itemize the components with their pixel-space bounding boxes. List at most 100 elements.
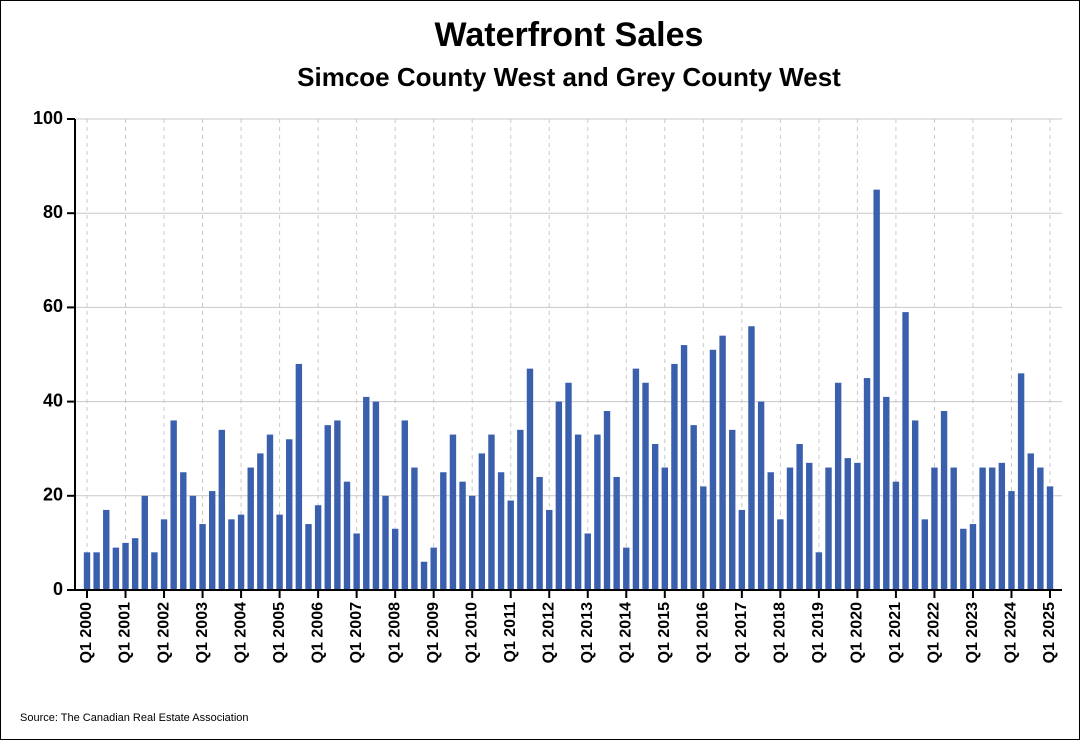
bar <box>632 368 640 590</box>
bar <box>892 481 900 590</box>
bar <box>189 495 197 590</box>
x-tick-label: Q1 2020 <box>849 602 866 663</box>
bar <box>565 382 572 590</box>
x-tick-label: Q1 2023 <box>964 602 981 663</box>
x-tick-label: Q1 2005 <box>271 602 288 663</box>
x-tick-label: Q1 2008 <box>386 602 403 663</box>
bar <box>979 467 986 590</box>
bar <box>141 495 148 590</box>
bar <box>642 382 649 590</box>
bar <box>1046 486 1054 590</box>
bar <box>228 519 235 590</box>
bar <box>247 467 254 590</box>
bar <box>709 349 717 590</box>
bar <box>83 552 91 590</box>
bar <box>391 528 399 590</box>
x-tick-label: Q1 2015 <box>656 602 673 663</box>
x-tick-label: Q1 2009 <box>425 602 442 663</box>
bar <box>786 467 794 590</box>
bar <box>825 467 832 590</box>
bar <box>998 462 1006 590</box>
bar <box>613 476 620 590</box>
x-tick-label: Q1 2021 <box>887 602 904 663</box>
bar <box>680 345 688 590</box>
x-tick-label: Q1 2016 <box>695 602 712 663</box>
bar <box>160 519 168 590</box>
bar <box>950 467 957 590</box>
bar <box>266 434 274 590</box>
bar <box>151 552 158 590</box>
y-tick-label: 40 <box>43 390 63 410</box>
bar <box>382 495 389 590</box>
y-tick-label: 100 <box>33 108 63 128</box>
bar <box>497 472 505 590</box>
bar <box>546 509 553 590</box>
bar <box>324 425 331 590</box>
bar <box>208 491 216 590</box>
bar <box>815 552 823 590</box>
x-tick-label: Q1 2003 <box>194 602 211 663</box>
bar <box>180 472 187 590</box>
bar <box>854 462 861 590</box>
y-tick-label: 80 <box>43 202 63 222</box>
bar <box>314 505 322 590</box>
bar <box>806 462 813 590</box>
bar <box>488 434 495 590</box>
x-tick-label: Q1 2011 <box>502 602 519 663</box>
y-tick-label: 20 <box>43 485 63 505</box>
x-tick-label: Q1 2004 <box>232 602 249 663</box>
bar <box>834 382 842 590</box>
x-tick-label: Q1 2018 <box>772 602 789 663</box>
x-tick-label: Q1 2022 <box>926 602 943 663</box>
bar <box>902 312 909 590</box>
bar <box>757 401 765 590</box>
bar <box>700 486 707 590</box>
x-tick-label: Q1 2000 <box>78 602 95 663</box>
bar <box>796 443 803 590</box>
bar <box>295 363 303 590</box>
bar <box>440 472 447 590</box>
bar <box>651 443 659 590</box>
bar <box>777 519 784 590</box>
bar <box>93 552 100 590</box>
bar <box>969 524 977 590</box>
bar <box>661 467 668 590</box>
bar <box>469 495 476 590</box>
chart-title: Waterfront Sales <box>435 16 704 54</box>
bar <box>199 524 206 590</box>
bar <box>863 378 871 590</box>
bar <box>1017 373 1025 590</box>
bar <box>1037 467 1044 590</box>
bar <box>237 514 245 590</box>
x-tick-label: Q1 2019 <box>810 602 827 663</box>
bar <box>459 481 466 590</box>
bar <box>719 335 726 590</box>
bar <box>873 189 880 590</box>
bar <box>343 481 351 590</box>
bar <box>555 401 563 590</box>
y-tick-label: 0 <box>53 579 63 599</box>
bar <box>449 434 457 590</box>
bar <box>363 396 370 590</box>
bar <box>526 368 534 590</box>
x-tick-label: Q1 2010 <box>463 602 480 663</box>
x-tick-label: Q1 2013 <box>579 602 596 663</box>
chart-subtitle: Simcoe County West and Grey County West <box>297 62 841 92</box>
x-tick-label: Q1 2025 <box>1041 602 1058 663</box>
bar <box>372 401 380 590</box>
bar <box>334 420 341 590</box>
bar <box>960 528 967 590</box>
bar <box>584 533 591 590</box>
bar <box>738 509 746 590</box>
bar <box>257 453 264 590</box>
bar <box>276 514 283 590</box>
bar <box>989 467 996 590</box>
bar <box>690 425 697 590</box>
x-tick-label: Q1 2014 <box>617 602 634 663</box>
bar <box>430 547 437 590</box>
bar <box>420 561 428 590</box>
bar <box>170 420 177 590</box>
bar <box>603 411 611 590</box>
